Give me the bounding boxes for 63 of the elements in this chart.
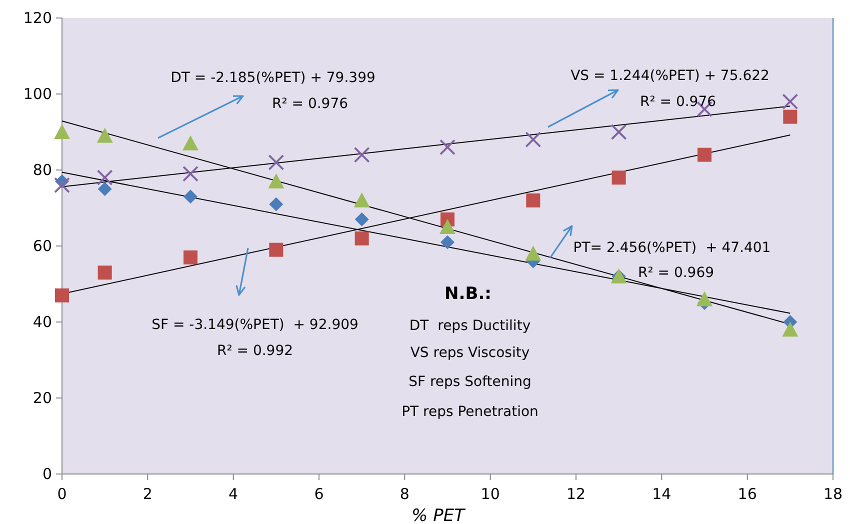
annotation: DT = -2.185(%PET) + 79.399 — [170, 70, 376, 86]
point — [696, 291, 712, 306]
annotation: N.B.: — [444, 284, 492, 304]
point — [182, 166, 198, 182]
point — [525, 246, 542, 261]
y-tick-label: 120 — [23, 9, 52, 27]
annotation: SF reps Softening — [408, 374, 532, 390]
annotation: R² = 0.976 — [272, 96, 348, 112]
x-tick-label: 4 — [228, 485, 238, 503]
point — [269, 197, 284, 212]
x-tick-label: 14 — [652, 485, 672, 503]
annotation: VS reps Viscosity — [410, 345, 530, 361]
point — [526, 193, 540, 208]
x-tick-label: 18 — [823, 485, 843, 503]
annotation: R² = 0.969 — [638, 265, 714, 281]
annotation: R² = 0.976 — [640, 94, 716, 110]
point — [98, 266, 112, 280]
point — [610, 124, 627, 140]
x-tick-label: 6 — [314, 485, 324, 503]
x-tick-label: 16 — [738, 485, 757, 503]
point — [184, 190, 198, 204]
point — [54, 177, 70, 194]
y-tick-label: 60 — [32, 237, 52, 255]
point — [184, 250, 198, 264]
y-tick-label: 0 — [42, 465, 52, 483]
point — [354, 231, 369, 246]
annotation: SF = -3.149(%PET) + 92.909 — [152, 317, 358, 333]
x-tick-label: 0 — [57, 485, 67, 503]
point — [782, 94, 798, 110]
point — [354, 212, 369, 226]
point — [440, 235, 454, 250]
x-tick-label: 10 — [480, 485, 500, 503]
point — [98, 182, 112, 196]
annotation: R² = 0.992 — [216, 343, 294, 359]
point — [96, 170, 113, 186]
annotation: PT= 2.456(%PET) + 47.401 — [573, 240, 771, 256]
point — [440, 139, 456, 156]
point — [55, 288, 69, 302]
point — [268, 154, 284, 170]
point — [525, 132, 542, 148]
x-tick-label: 8 — [400, 485, 410, 503]
x-tick-label: 2 — [142, 485, 152, 503]
point — [698, 148, 712, 162]
annotation: DT reps Ductility — [409, 318, 531, 334]
point — [782, 322, 798, 337]
annotation: PT reps Penetration — [402, 404, 538, 420]
point — [440, 219, 456, 234]
y-tick-label: 40 — [32, 313, 52, 331]
point — [96, 128, 113, 143]
point — [54, 124, 70, 139]
x-axis-title: % PET — [412, 506, 466, 524]
y-tick-label: 80 — [32, 161, 52, 179]
annotation: VS = 1.244(%PET) + 75.622 — [570, 68, 770, 84]
point — [783, 110, 798, 124]
point — [612, 170, 626, 185]
point — [354, 192, 370, 208]
point — [182, 135, 198, 150]
point — [268, 173, 284, 188]
point — [269, 242, 284, 257]
y-tick-label: 100 — [23, 85, 52, 103]
y-tick-label: 20 — [32, 389, 52, 407]
x-tick-label: 12 — [566, 485, 586, 503]
point — [354, 146, 370, 163]
